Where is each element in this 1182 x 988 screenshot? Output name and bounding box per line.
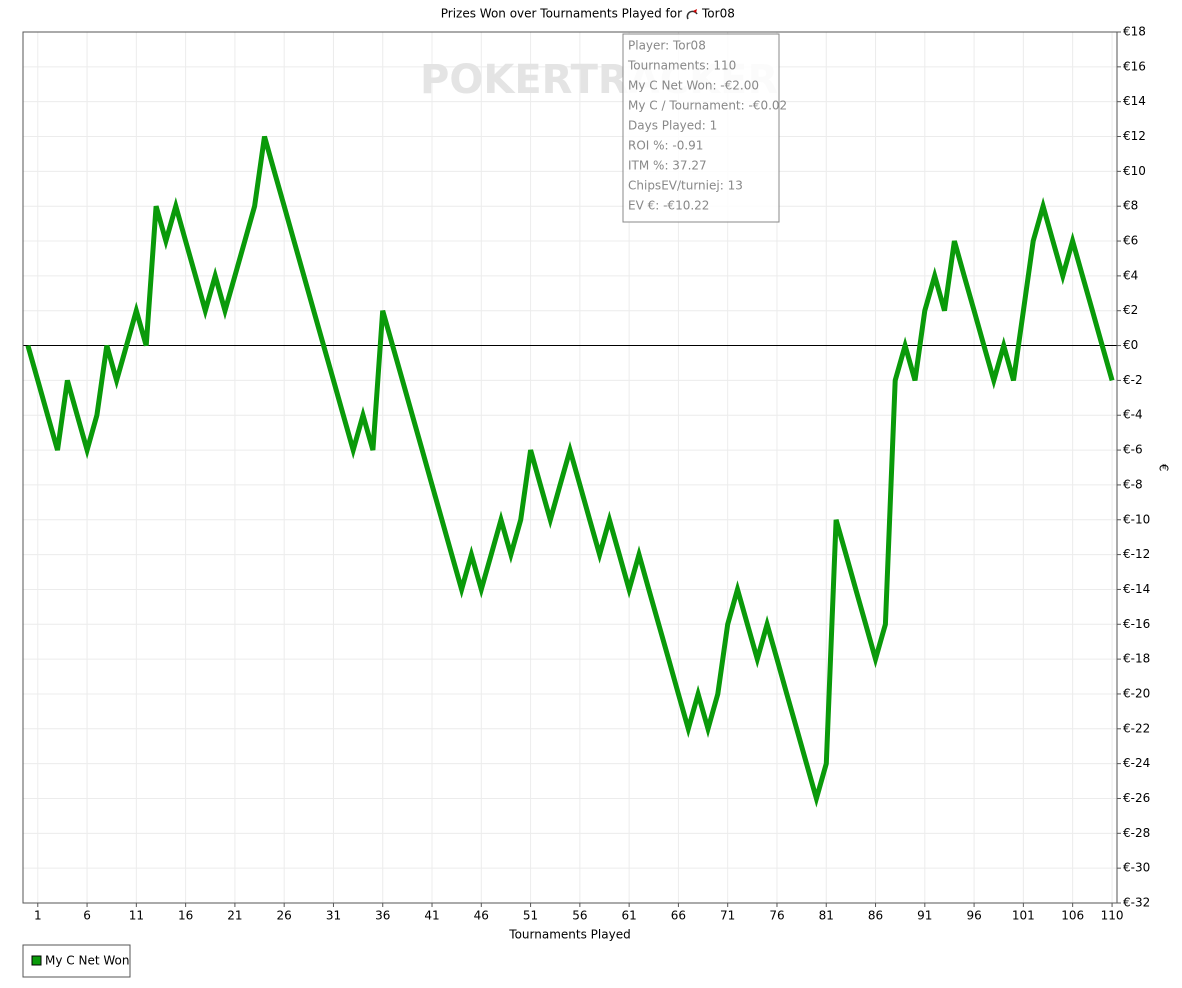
y-axis-label: € (1157, 464, 1171, 472)
x-tick-label: 21 (227, 909, 242, 923)
y-tick-label: €-26 (1123, 791, 1150, 805)
y-tick-label: €-28 (1123, 826, 1150, 840)
y-tick-label: €10 (1123, 164, 1146, 178)
x-tick-label: 51 (523, 909, 538, 923)
y-tick-label: €-18 (1123, 652, 1150, 666)
y-tick-label: €4 (1123, 268, 1138, 282)
y-tick-label: €-2 (1123, 373, 1143, 387)
x-tick-label: 41 (424, 909, 439, 923)
y-tick-label: €14 (1123, 94, 1146, 108)
y-tick-label: €-12 (1123, 547, 1150, 561)
x-tick-label: 16 (178, 909, 193, 923)
x-tick-label: 6 (83, 909, 91, 923)
tooltip-line: My C / Tournament: -€0.02 (628, 99, 787, 113)
x-tick-label: 56 (572, 909, 587, 923)
legend-swatch (31, 955, 42, 966)
y-tick-label: €-14 (1123, 582, 1150, 596)
y-tick-label: €-8 (1123, 477, 1143, 491)
y-tick-label: €-6 (1123, 443, 1143, 457)
x-tick-label: 36 (375, 909, 390, 923)
x-tick-label: 61 (621, 909, 636, 923)
y-tick-label: €-24 (1123, 756, 1150, 770)
chart-title: Prizes Won over Tournaments Played for (441, 7, 682, 21)
x-tick-label: 31 (326, 909, 341, 923)
x-axis-label: Tournaments Played (508, 928, 630, 942)
y-tick-label: €-16 (1123, 617, 1150, 631)
legend-label: My C Net Won (45, 954, 129, 968)
y-tick-label: €12 (1123, 129, 1146, 143)
x-tick-label: 110 (1101, 909, 1124, 923)
legend: My C Net Won (22, 944, 131, 978)
x-tick-label: 91 (917, 909, 932, 923)
plot-frame (22, 31, 1118, 904)
x-tick-label: 106 (1061, 909, 1084, 923)
x-tick-label: 81 (819, 909, 834, 923)
tooltip-box (622, 33, 780, 223)
y-tick-label: €-32 (1123, 896, 1150, 910)
tooltip-line: EV €: -€10.22 (628, 199, 709, 213)
x-tick-label: 26 (277, 909, 292, 923)
y-tick-label: €-22 (1123, 721, 1150, 735)
tooltip-line: ROI %: -0.91 (628, 139, 703, 153)
x-tick-label: 86 (868, 909, 883, 923)
y-tick-label: €6 (1123, 234, 1138, 248)
player-icon (686, 9, 698, 20)
y-tick-label: €-4 (1123, 408, 1143, 422)
chart-title-group: Prizes Won over Tournaments Played for T… (441, 7, 735, 21)
y-tick-label: €-10 (1123, 512, 1150, 526)
tooltip-line: Player: Tor08 (628, 39, 706, 53)
chart-title-player: Tor08 (701, 7, 735, 21)
data-line (25, 135, 1115, 808)
tooltip-line: ITM %: 37.27 (628, 159, 707, 173)
x-tick-label: 101 (1012, 909, 1035, 923)
y-tick-label: €2 (1123, 303, 1138, 317)
tooltip: Player: Tor08 Tournaments: 110 My C Net Wo… (622, 33, 787, 223)
x-tick-label: 11 (129, 909, 144, 923)
y-tick-label: €16 (1123, 59, 1146, 73)
tooltip-line: ChipsEV/turniej: 13 (628, 179, 743, 193)
x-tick-label: 46 (474, 909, 489, 923)
y-tick-label: €-30 (1123, 861, 1150, 875)
y-tick-label: €0 (1123, 338, 1138, 352)
tooltip-line: Tournaments: 110 (627, 59, 736, 73)
x-tick-label: 66 (671, 909, 686, 923)
x-tick-label: 1 (34, 909, 42, 923)
y-tick-label: €-20 (1123, 686, 1150, 700)
y-tick-label: €18 (1123, 25, 1146, 39)
tooltip-line: Days Played: 1 (628, 119, 717, 133)
x-tick-label: 76 (769, 909, 784, 923)
tooltip-line: My C Net Won: -€2.00 (628, 79, 759, 93)
x-tick-label: 71 (720, 909, 735, 923)
x-tick-label: 96 (966, 909, 981, 923)
y-tick-label: €8 (1123, 199, 1138, 213)
